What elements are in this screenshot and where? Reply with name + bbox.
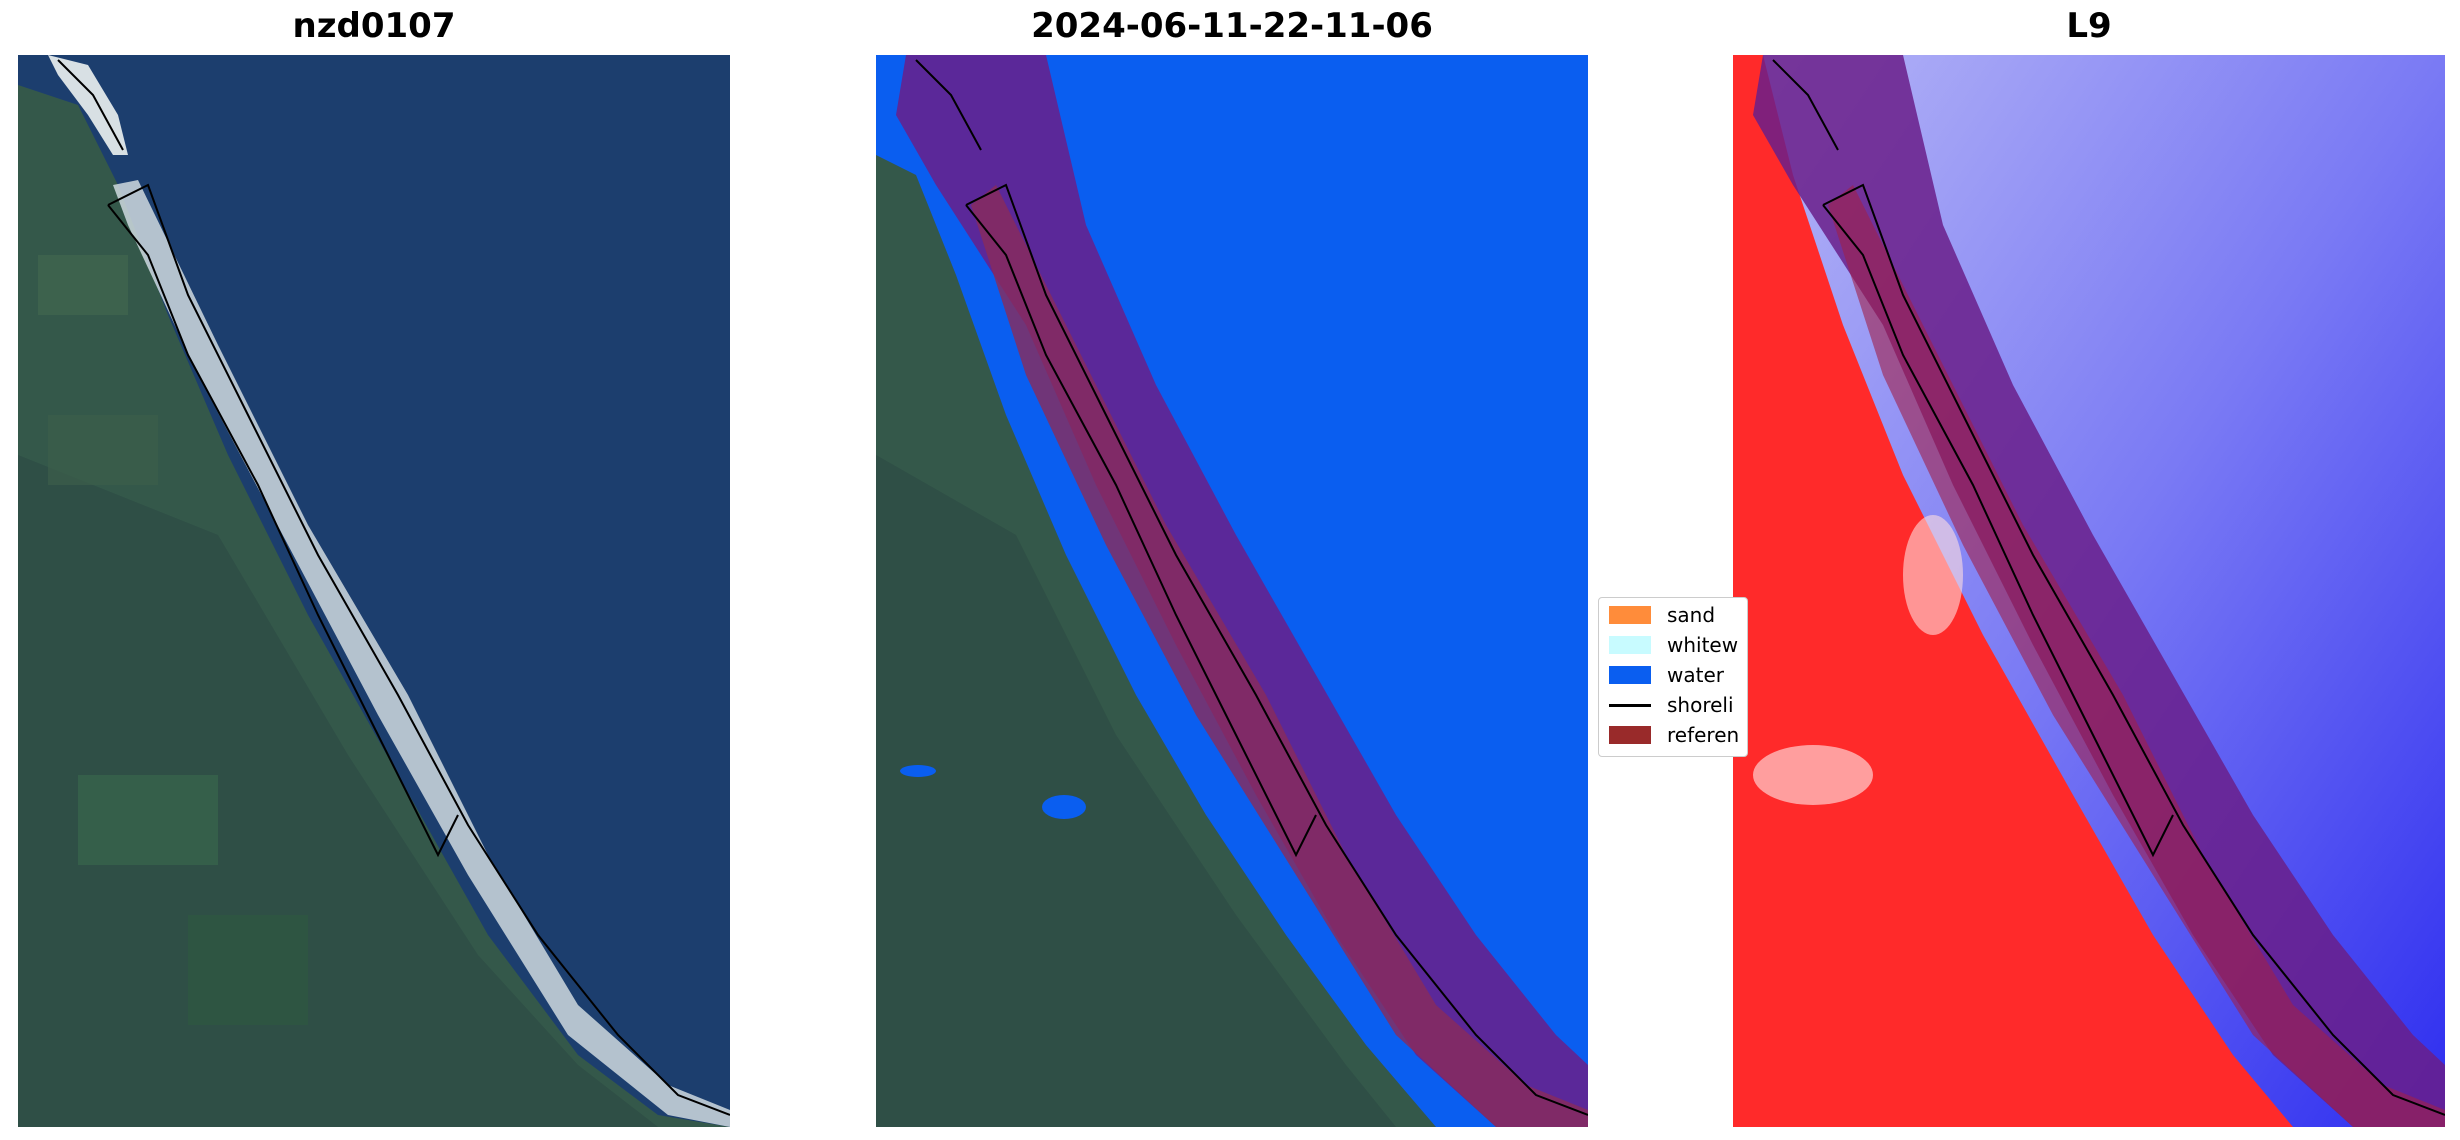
legend-item-water: water: [1609, 662, 1724, 688]
water-swatch: [1609, 666, 1651, 684]
panel-title-classification: 2024-06-11-22-11-06: [1031, 6, 1433, 46]
panel-title-index: L9: [2066, 6, 2112, 46]
legend: sand whitew water shoreli referen: [1598, 597, 1748, 757]
legend-item-sand: sand: [1609, 602, 1715, 628]
legend-label: shoreli: [1667, 693, 1734, 717]
sand-swatch: [1609, 606, 1651, 624]
legend-item-whitewater: whitew: [1609, 632, 1738, 658]
legend-item-shoreline: shoreli: [1609, 692, 1734, 718]
shoreline-swatch: [1609, 703, 1651, 707]
classification-map: [876, 55, 1588, 1127]
index-map: [1733, 55, 2445, 1127]
reference-swatch: [1609, 726, 1651, 744]
whitewater-swatch: [1609, 636, 1651, 654]
legend-label: sand: [1667, 603, 1716, 627]
panel-title-rgb: nzd0107: [292, 6, 456, 46]
legend-label: whitew: [1667, 633, 1739, 657]
legend-item-reference: referen: [1609, 722, 1739, 748]
rgb-satellite-image: [18, 55, 730, 1127]
legend-label: water: [1667, 663, 1724, 687]
legend-label: referen: [1667, 723, 1740, 747]
